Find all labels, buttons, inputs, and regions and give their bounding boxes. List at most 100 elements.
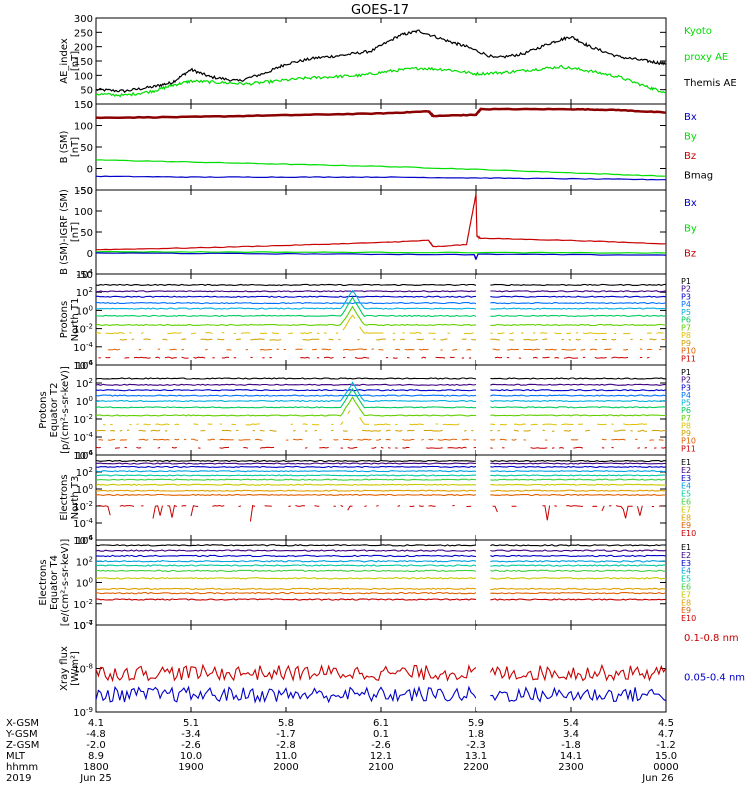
channel-line	[490, 593, 666, 594]
series-line	[96, 109, 666, 118]
channel-line	[96, 291, 476, 292]
channel-line	[623, 349, 628, 350]
legend-item: proxy AE	[684, 52, 728, 63]
legend-item: Bz	[684, 249, 696, 260]
channel-line	[322, 349, 332, 350]
channel-line	[590, 349, 597, 350]
channel-line	[96, 378, 476, 379]
channel-line	[490, 415, 666, 416]
channel-line	[543, 339, 548, 340]
channel-line	[174, 424, 179, 425]
legend-item: E10	[681, 614, 696, 623]
channel-line	[566, 333, 571, 334]
channel-line	[490, 463, 666, 464]
channel-line	[497, 333, 504, 334]
channel-line	[602, 506, 604, 511]
legend-item: E10	[681, 529, 696, 538]
footer-value: 5.8	[278, 718, 294, 729]
channel-line	[120, 430, 122, 431]
footer-value: 5.1	[183, 718, 199, 729]
channel-line	[659, 440, 664, 441]
channel-line	[562, 424, 574, 425]
footer-value: -2.6	[371, 740, 391, 751]
channel-line	[96, 555, 476, 556]
channel-line	[96, 665, 476, 680]
y-axis-label: Electrons	[59, 474, 70, 520]
channel-line	[96, 463, 476, 464]
channel-line	[490, 407, 666, 408]
footer-row-label: hhmm	[6, 762, 38, 773]
channel-line	[96, 484, 476, 485]
channel-line	[402, 447, 409, 448]
channel-line	[360, 417, 370, 424]
channel-line	[657, 333, 664, 334]
y-axis-label: Electrons	[38, 559, 49, 605]
channel-line	[120, 440, 127, 441]
series-line	[96, 160, 666, 176]
channel-line	[524, 430, 531, 431]
channel-line	[336, 333, 338, 334]
y-tick-label: 104	[76, 449, 94, 462]
channel-line	[566, 506, 583, 507]
legend-item: Bz	[684, 151, 696, 162]
channel-line	[141, 333, 143, 334]
channel-line	[490, 395, 666, 396]
channel-line	[300, 333, 312, 334]
channel-line	[490, 570, 666, 571]
channel-line	[490, 466, 666, 467]
footer-date-start: Jun 25	[79, 773, 112, 784]
channel-line	[623, 424, 647, 425]
channel-line	[376, 339, 386, 340]
channel-line	[471, 339, 476, 340]
channel-line	[96, 490, 476, 491]
channel-line	[222, 430, 232, 431]
channel-line	[303, 339, 320, 340]
channel-line	[490, 578, 666, 579]
channel-line	[402, 439, 414, 440]
channel-line	[222, 357, 229, 358]
footer-value: 15.0	[655, 751, 677, 762]
channel-line	[144, 424, 151, 425]
footer-value: -1.2	[656, 740, 676, 751]
channel-line	[208, 439, 215, 440]
legend-item: P11	[681, 444, 696, 453]
channel-line	[293, 430, 295, 431]
data-gap	[476, 275, 490, 364]
legend-item: Bx	[684, 198, 697, 209]
channel-line	[305, 431, 307, 432]
channel-line	[182, 506, 187, 507]
channel-line	[220, 447, 230, 448]
legend-item: Themis AE	[683, 78, 737, 89]
y-tick-label: 100	[74, 207, 93, 218]
channel-line	[493, 349, 500, 350]
channel-line	[191, 333, 196, 334]
y-axis-label: [p/(cm²-s-sr-keV)]	[60, 366, 71, 454]
footer-value: 4.1	[88, 718, 104, 729]
channel-line	[201, 339, 213, 340]
channel-line	[490, 324, 666, 325]
channel-line	[293, 439, 303, 440]
footer-value: 2200	[463, 762, 488, 773]
footer-value: 8.9	[88, 751, 104, 762]
channel-line	[424, 430, 443, 431]
channel-line	[490, 303, 666, 304]
y-tick-label: 50	[80, 86, 93, 97]
channel-line	[96, 599, 476, 600]
channel-line	[429, 506, 436, 507]
channel-line	[96, 303, 476, 304]
channel-line	[421, 439, 423, 440]
channel-line	[163, 339, 168, 340]
footer-value: 14.1	[560, 751, 582, 762]
channel-line	[300, 357, 310, 358]
channel-line	[338, 339, 340, 340]
channel-line	[564, 430, 571, 431]
channel-line	[96, 475, 476, 476]
footer-value: 1900	[178, 762, 203, 773]
channel-line	[191, 439, 198, 440]
panel-frame	[96, 274, 666, 365]
channel-line	[96, 561, 476, 562]
channel-line	[545, 349, 557, 350]
channel-line	[405, 349, 415, 350]
y-axis-label: North T1	[70, 298, 81, 342]
channel-line	[153, 439, 170, 440]
